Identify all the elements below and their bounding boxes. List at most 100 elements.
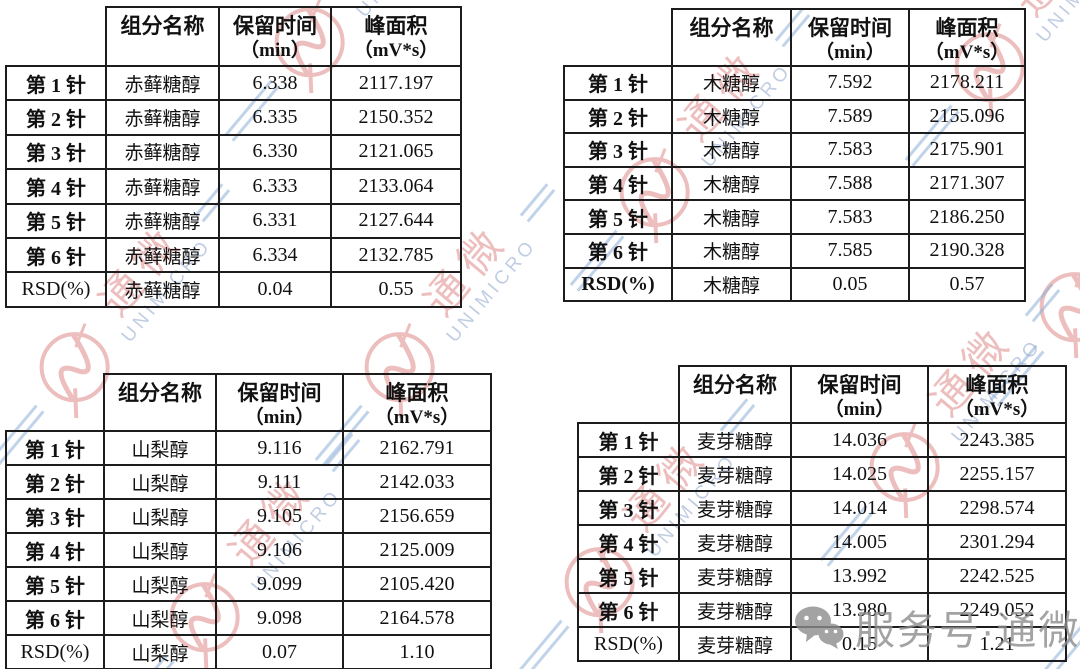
- header-area-unit: （mV*s）: [374, 407, 460, 429]
- blank-corner-cell: [578, 366, 679, 423]
- table-row: 第 1 针麦芽糖醇 14.036 2243.385: [577, 422, 1067, 458]
- area-cell: 2133.064: [330, 168, 462, 205]
- watermark-stripe: [519, 183, 556, 223]
- row-label-cell: 第 1 针: [5, 430, 105, 466]
- table-row: 第 5 针山梨醇 9.099 2105.420: [5, 566, 492, 602]
- component-cell: 麦芽糖醇: [678, 524, 792, 560]
- sorbitol-table: 组分名称 保留时间 （min） 峰面积 （mV*s） 第 1 针山梨醇 9.116 21…: [5, 373, 492, 669]
- table-row: 第 6 针赤藓糖醇 6.334 2132.785: [5, 236, 462, 274]
- header-retention-label: 保留时间: [808, 16, 892, 40]
- table-row: 第 4 针山梨醇 9.106 2125.009: [5, 532, 492, 568]
- area-cell: 2249.052: [927, 592, 1067, 628]
- retention-cell: 14.014: [790, 490, 929, 526]
- retention-cell: 13.980: [790, 592, 929, 628]
- header-retention-label: 保留时间: [237, 381, 322, 405]
- table-row: 第 2 针山梨醇 9.111 2142.033: [5, 464, 492, 500]
- watermark-stripe: [1024, 283, 1061, 323]
- table-row: 第 6 针木糖醇 7.585 2190.328: [563, 232, 1026, 269]
- table-row: 第 3 针山梨醇 9.105 2156.659: [5, 498, 492, 534]
- row-label-cell: 第 2 针: [577, 456, 680, 492]
- header-area-unit: （mV*s）: [924, 42, 1010, 64]
- retention-cell: 6.334: [218, 236, 332, 274]
- area-cell: 0.57: [908, 266, 1026, 303]
- retention-cell: 6.338: [218, 64, 332, 102]
- retention-cell: 6.331: [218, 202, 332, 239]
- component-cell: 木糖醇: [671, 132, 792, 168]
- header-component-label: 组分名称: [693, 373, 777, 397]
- table-row: 第 6 针山梨醇 9.098 2164.578: [5, 600, 492, 636]
- area-cell: 1.21: [927, 626, 1067, 662]
- header-row: 组分名称 保留时间 （min） 峰面积 （mV*s）: [6, 6, 462, 67]
- component-cell: 木糖醇: [671, 199, 792, 235]
- maltitol-table: 组分名称 保留时间 （min） 峰面积 （mV*s） 第 1 针麦芽糖醇 14.036…: [577, 365, 1067, 662]
- row-label-cell: 第 6 针: [5, 600, 105, 636]
- area-cell: 2105.420: [342, 566, 492, 602]
- row-label-cell: RSD(%): [563, 266, 673, 303]
- retention-cell: 7.583: [790, 132, 910, 168]
- component-cell: 木糖醇: [671, 266, 792, 303]
- header-retention: 保留时间 （min）: [215, 373, 344, 432]
- retention-cell: 0.05: [790, 266, 910, 303]
- component-cell: 木糖醇: [671, 165, 792, 202]
- component-cell: 山梨醇: [103, 430, 217, 466]
- header-retention-label: 保留时间: [817, 373, 902, 397]
- row-label-cell: 第 5 针: [5, 202, 107, 239]
- component-cell: 山梨醇: [103, 566, 217, 602]
- header-component-label: 组分名称: [689, 16, 774, 40]
- row-label-cell: 第 4 针: [5, 532, 105, 568]
- retention-cell: 9.099: [215, 566, 344, 602]
- retention-cell: 14.036: [790, 422, 929, 458]
- area-cell: 2178.211: [908, 65, 1026, 101]
- header-area-label: 峰面积: [385, 381, 449, 405]
- table-row: 第 5 针赤藓糖醇 6.331 2127.644: [5, 202, 462, 239]
- watermark-en-text: UNIMICRO: [1033, 0, 1080, 47]
- retention-cell: 14.025: [790, 456, 929, 492]
- retention-cell: 0.15: [790, 626, 929, 662]
- retention-cell: 9.106: [215, 532, 344, 568]
- area-cell: 2301.294: [927, 524, 1067, 560]
- header-area-label: 峰面积: [935, 16, 999, 40]
- table-row: 第 4 针木糖醇 7.588 2171.307: [563, 165, 1026, 202]
- area-cell: 2132.785: [330, 236, 462, 274]
- retention-cell: 9.116: [215, 430, 344, 466]
- row-label-cell: 第 2 针: [5, 99, 107, 136]
- header-area: 峰面积 （mV*s）: [342, 373, 492, 432]
- blank-corner-cell: [564, 9, 672, 66]
- area-cell: 2156.659: [342, 498, 492, 534]
- table-row: 第 2 针木糖醇 7.589 2155.096: [563, 98, 1026, 135]
- header-row: 组分名称 保留时间 （min） 峰面积 （mV*s）: [6, 373, 492, 432]
- xylitol-table: 组分名称 保留时间 （min） 峰面积 （mV*s） 第 1 针木糖醇 7.592 21…: [563, 8, 1026, 303]
- retention-cell: 6.335: [218, 99, 332, 136]
- header-area-unit: （mV*s）: [954, 399, 1040, 421]
- area-cell: 2243.385: [927, 422, 1067, 458]
- component-cell: 木糖醇: [671, 232, 792, 269]
- component-cell: 赤藓糖醇: [105, 99, 220, 136]
- component-cell: 麦芽糖醇: [678, 558, 792, 594]
- table-row: 第 5 针麦芽糖醇 13.992 2242.525: [577, 558, 1067, 594]
- table-row: RSD(%) 山梨醇 0.07 1.10: [5, 634, 492, 669]
- area-cell: 2242.525: [927, 558, 1067, 594]
- table-row: 第 3 针赤藓糖醇 6.330 2121.065: [5, 133, 462, 171]
- component-cell: 赤藓糖醇: [105, 64, 220, 102]
- header-area: 峰面积 （mV*s）: [908, 8, 1026, 67]
- area-cell: 2175.901: [908, 132, 1026, 168]
- area-cell: 2121.065: [330, 133, 462, 171]
- header-component-label: 组分名称: [120, 14, 205, 38]
- area-cell: 2127.644: [330, 202, 462, 239]
- header-area: 峰面积 （mV*s）: [330, 6, 462, 67]
- table-row: 第 5 针木糖醇 7.583 2186.250: [563, 199, 1026, 235]
- table-row: 第 2 针麦芽糖醇 14.025 2255.157: [577, 456, 1067, 492]
- table-row: 第 2 针赤藓糖醇 6.335 2150.352: [5, 99, 462, 136]
- retention-cell: 9.111: [215, 464, 344, 500]
- watermark-stripe: [514, 619, 570, 669]
- header-component: 组分名称: [671, 8, 792, 67]
- component-cell: 赤藓糖醇: [105, 236, 220, 274]
- header-area-unit: （mV*s）: [353, 40, 439, 62]
- row-label-cell: 第 3 针: [5, 133, 107, 171]
- row-label-cell: 第 1 针: [5, 64, 107, 102]
- retention-cell: 0.07: [215, 634, 344, 669]
- component-cell: 麦芽糖醇: [678, 490, 792, 526]
- table-row: RSD(%) 麦芽糖醇 0.15 1.21: [577, 626, 1067, 662]
- area-cell: 2125.009: [342, 532, 492, 568]
